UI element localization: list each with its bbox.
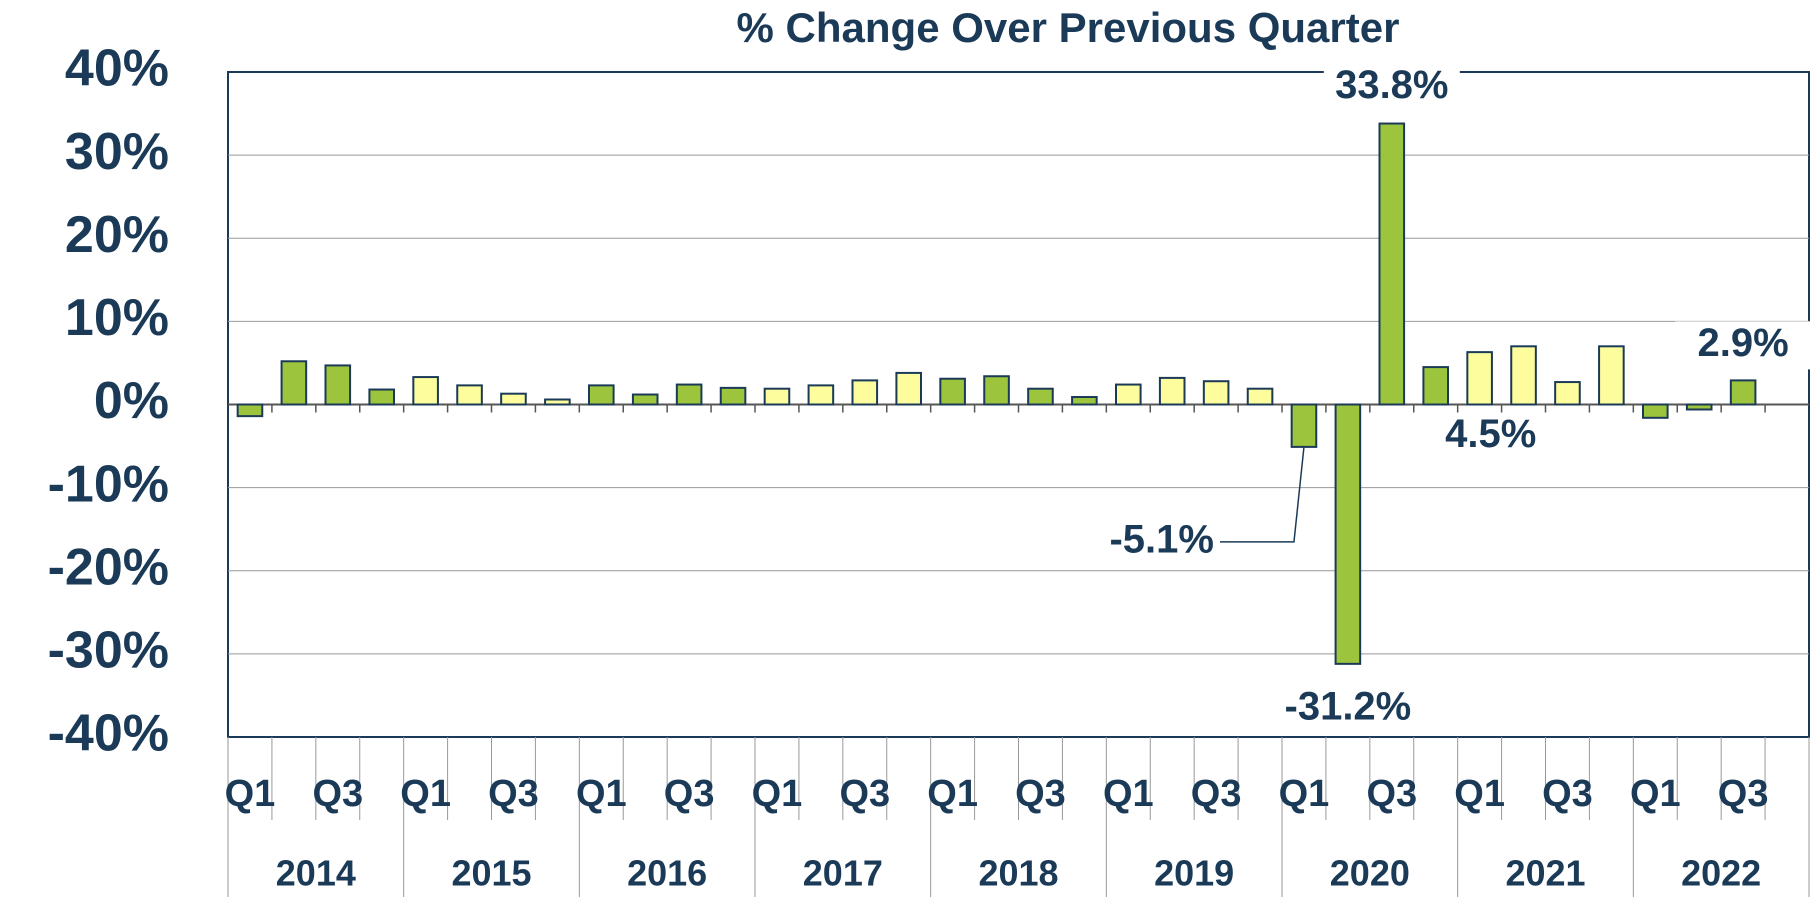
y-tick-label: -30% [48, 622, 169, 680]
bar [1158, 376, 1186, 406]
bar [895, 371, 923, 406]
x-tick-label: Q1 [1279, 773, 1330, 815]
bar [1422, 366, 1450, 406]
bar [412, 376, 439, 406]
year-label: 2015 [451, 853, 531, 894]
x-tick-label: Q3 [1366, 773, 1417, 815]
x-tick-label: Q1 [1454, 773, 1505, 815]
bar [1202, 380, 1230, 406]
bar [631, 393, 659, 406]
y-tick-label: 20% [65, 206, 169, 264]
bar [500, 392, 527, 406]
x-tick-label: Q3 [1191, 773, 1242, 815]
year-label: 2018 [978, 853, 1058, 894]
year-label: 2022 [1681, 853, 1761, 894]
y-tick-label: 0% [94, 372, 169, 430]
x-tick-label: Q3 [664, 773, 715, 815]
data-label: 2.9% [1698, 321, 1789, 365]
y-tick-label: -40% [48, 705, 169, 763]
bar [324, 364, 352, 406]
bar [1554, 381, 1581, 406]
year-label: 2017 [803, 853, 883, 894]
bar [1114, 383, 1142, 406]
x-tick-label: Q3 [312, 773, 363, 815]
y-tick-label: 10% [65, 289, 169, 347]
bar [1027, 387, 1054, 406]
x-tick-label: Q3 [1718, 773, 1769, 815]
x-tick-label: Q1 [576, 773, 627, 815]
y-tick-label: 40% [65, 40, 169, 98]
bar [368, 388, 396, 406]
bar [807, 384, 835, 406]
bar [587, 384, 615, 406]
bar [1598, 345, 1625, 406]
year-label: 2019 [1154, 853, 1234, 894]
bar [1071, 396, 1098, 406]
leader-line [1219, 446, 1305, 543]
bar [939, 377, 966, 406]
bar [1510, 345, 1537, 406]
bar [1641, 403, 1669, 419]
bar [1378, 122, 1406, 406]
bar [236, 403, 264, 418]
x-tick-label: Q3 [839, 773, 890, 815]
bar [1290, 403, 1318, 448]
bar [456, 384, 483, 406]
x-tick-label: Q1 [927, 773, 978, 815]
x-tick-label: Q3 [1015, 773, 1066, 815]
bar [1466, 351, 1493, 406]
bar [280, 360, 308, 406]
bar [763, 387, 791, 406]
year-label: 2021 [1505, 853, 1585, 894]
y-tick-label: 30% [65, 123, 169, 181]
year-label: 2020 [1330, 853, 1410, 894]
y-tick-label: -20% [48, 538, 169, 596]
chart-title: % Change Over Previous Quarter [737, 4, 1400, 51]
bar [1334, 403, 1362, 665]
label-bg [1323, 63, 1460, 112]
bar [1246, 387, 1274, 406]
x-tick-label: Q1 [752, 773, 803, 815]
x-tick-label: Q3 [488, 773, 539, 815]
data-label: -5.1% [1109, 517, 1214, 561]
bar [1729, 379, 1757, 406]
data-label: -31.2% [1285, 684, 1412, 728]
x-tick-label: Q1 [1103, 773, 1154, 815]
label-bg [1675, 321, 1812, 370]
year-label: 2016 [627, 853, 707, 894]
bar [544, 398, 571, 406]
x-tick-label: Q1 [225, 773, 276, 815]
bar [675, 383, 703, 406]
data-label: 33.8% [1335, 63, 1448, 107]
data-label: 4.5% [1445, 412, 1536, 456]
bar [983, 375, 1010, 406]
year-label: 2014 [276, 853, 356, 894]
x-tick-label: Q3 [1542, 773, 1593, 815]
y-tick-label: -10% [48, 455, 169, 513]
x-tick-label: Q1 [1630, 773, 1681, 815]
bar [1685, 403, 1713, 411]
bar [851, 379, 879, 406]
x-tick-label: Q1 [400, 773, 451, 815]
bar [719, 386, 747, 406]
